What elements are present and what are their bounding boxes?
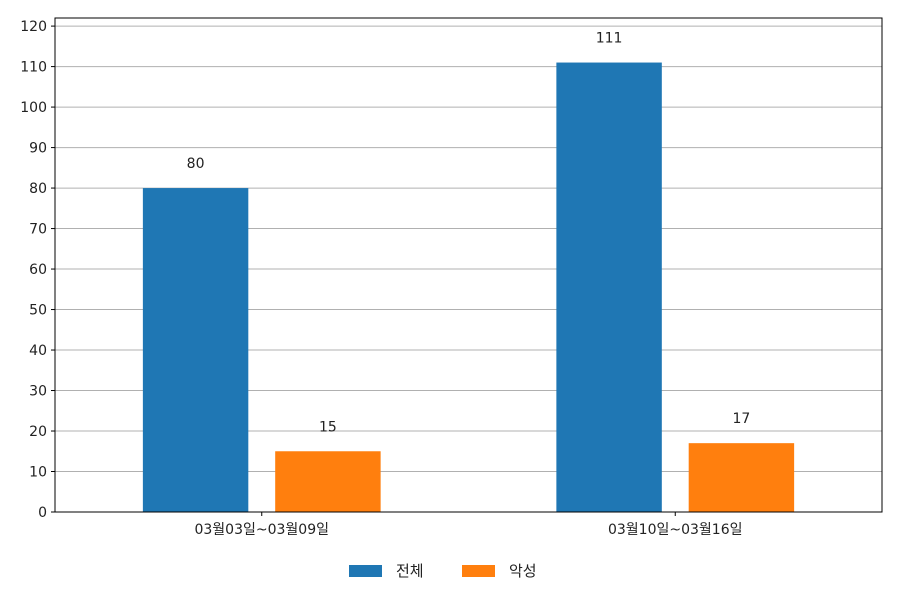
y-tick-label: 50 — [29, 303, 47, 319]
y-tick-label: 0 — [38, 505, 47, 521]
x-tick-label: 03월10일~03월16일 — [608, 522, 743, 538]
legend-swatch — [349, 565, 382, 577]
y-tick-label: 70 — [29, 222, 47, 238]
y-tick-label: 90 — [29, 141, 47, 157]
y-tick-label: 60 — [29, 262, 47, 278]
bars — [142, 62, 795, 513]
x-tick-label: 03월03일~03월09일 — [194, 522, 329, 538]
plot-frame — [54, 17, 883, 513]
y-tick-label: 30 — [29, 384, 47, 400]
y-tick-label: 80 — [29, 181, 47, 197]
x-axis: 03월03일~03월09일 03월10일~03월16일 — [194, 512, 743, 538]
y-axis: 0 10 20 30 40 50 60 70 80 90 100 110 120 — [20, 19, 55, 521]
bar-2-2 — [688, 443, 795, 512]
data-labels: 80 15 111 17 — [187, 31, 751, 436]
y-tick-label: 40 — [29, 343, 47, 359]
data-label: 111 — [596, 31, 623, 47]
bar-2-1 — [275, 451, 381, 512]
data-label: 15 — [319, 419, 337, 435]
data-label: 17 — [732, 411, 750, 427]
y-tick-label: 120 — [20, 19, 47, 35]
legend-swatch — [462, 565, 495, 577]
legend-label: 악성 — [509, 562, 537, 580]
y-tick-label: 110 — [20, 60, 47, 76]
data-label: 80 — [187, 156, 205, 172]
y-tick-label: 10 — [29, 465, 47, 481]
legend-label: 전체 — [396, 562, 424, 580]
y-tick-label: 20 — [29, 424, 47, 440]
y-tick-label: 100 — [20, 100, 47, 116]
legend: 전체 악성 — [349, 562, 537, 580]
bar-1-1 — [142, 188, 249, 513]
bar-1-2 — [556, 62, 662, 512]
